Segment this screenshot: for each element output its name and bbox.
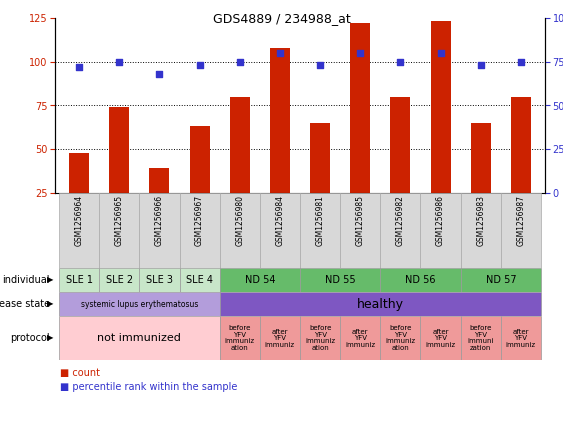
Text: after
YFV
immuniz: after YFV immuniz (345, 329, 376, 348)
Point (235, 58, 244, 65)
Bar (220, 193, 260, 268)
Text: protocol: protocol (10, 333, 50, 343)
Bar (340, 193, 381, 268)
Point (275, 49, 284, 56)
Text: GSM1256981: GSM1256981 (316, 195, 325, 246)
Bar (59, 268, 99, 292)
Point (476, 62, 485, 69)
Text: GSM1256982: GSM1256982 (396, 195, 405, 246)
Bar (59, 316, 220, 360)
Text: SLE 1: SLE 1 (66, 275, 92, 285)
Text: ▶: ▶ (47, 275, 53, 285)
Text: before
YFV
immuniz
ation: before YFV immuniz ation (225, 325, 255, 351)
Bar (421, 193, 461, 268)
Text: not immunized: not immunized (97, 333, 181, 343)
Text: GSM1256967: GSM1256967 (195, 195, 204, 246)
Bar (260, 193, 300, 268)
Bar (431, 22, 450, 237)
Bar (69, 153, 89, 237)
Bar (220, 316, 260, 360)
Text: before
YFV
immuniz
ation: before YFV immuniz ation (385, 325, 415, 351)
Text: ▶: ▶ (47, 299, 53, 308)
Point (396, 58, 405, 65)
Bar (109, 107, 129, 237)
Bar (300, 268, 381, 292)
Text: GSM1256985: GSM1256985 (356, 195, 365, 246)
Text: before
YFV
immuni
zation: before YFV immuni zation (467, 325, 494, 351)
Text: GDS4889 / 234988_at: GDS4889 / 234988_at (213, 12, 350, 25)
Bar (220, 292, 541, 316)
Bar (220, 268, 300, 292)
Bar (310, 123, 330, 237)
Bar (300, 193, 340, 268)
Bar (190, 126, 209, 237)
Bar (300, 316, 340, 360)
Text: GSM1256987: GSM1256987 (516, 195, 525, 246)
Bar (390, 97, 410, 237)
Text: ■ percentile rank within the sample: ■ percentile rank within the sample (60, 382, 238, 392)
Bar (149, 168, 169, 237)
Text: SLE 4: SLE 4 (186, 275, 213, 285)
Bar (99, 268, 140, 292)
Text: SLE 3: SLE 3 (146, 275, 173, 285)
Bar (511, 97, 531, 237)
Bar (381, 193, 421, 268)
Bar (180, 268, 220, 292)
Point (74, 63, 83, 70)
Bar (381, 268, 461, 292)
Bar (99, 193, 140, 268)
Bar (140, 268, 180, 292)
Text: after
YFV
immuniz: after YFV immuniz (265, 329, 295, 348)
Bar (350, 23, 370, 237)
Text: ▶: ▶ (47, 333, 53, 343)
Bar (461, 193, 501, 268)
Bar (59, 193, 99, 268)
Bar (461, 268, 541, 292)
Text: before
YFV
immuniz
ation: before YFV immuniz ation (305, 325, 335, 351)
Text: ND 56: ND 56 (405, 275, 436, 285)
Text: GSM1256980: GSM1256980 (235, 195, 244, 246)
Bar (180, 193, 220, 268)
Point (316, 62, 325, 69)
Text: systemic lupus erythematosus: systemic lupus erythematosus (81, 299, 198, 308)
Point (195, 62, 204, 69)
Text: individual: individual (2, 275, 50, 285)
Bar (340, 316, 381, 360)
Text: GSM1256983: GSM1256983 (476, 195, 485, 246)
Text: GSM1256984: GSM1256984 (275, 195, 284, 246)
Bar (140, 193, 180, 268)
Text: SLE 2: SLE 2 (106, 275, 133, 285)
Point (516, 58, 525, 65)
Bar (59, 292, 220, 316)
Bar (260, 316, 300, 360)
Text: after
YFV
immuniz: after YFV immuniz (506, 329, 536, 348)
Point (155, 71, 164, 77)
Text: ND 54: ND 54 (244, 275, 275, 285)
Text: GSM1256986: GSM1256986 (436, 195, 445, 246)
Text: GSM1256966: GSM1256966 (155, 195, 164, 246)
Text: after
YFV
immuniz: after YFV immuniz (426, 329, 455, 348)
Text: ■ count: ■ count (60, 368, 100, 378)
Bar (461, 316, 501, 360)
Text: ND 57: ND 57 (485, 275, 516, 285)
Point (436, 49, 445, 56)
Bar (270, 48, 290, 237)
Text: disease state: disease state (0, 299, 50, 309)
Bar (421, 316, 461, 360)
Point (115, 58, 124, 65)
Point (356, 49, 365, 56)
Text: GSM1256964: GSM1256964 (75, 195, 83, 246)
Bar (501, 316, 541, 360)
Text: GSM1256965: GSM1256965 (115, 195, 124, 246)
Text: ND 55: ND 55 (325, 275, 355, 285)
Text: healthy: healthy (357, 297, 404, 310)
Bar (230, 97, 250, 237)
Bar (381, 316, 421, 360)
Bar (471, 123, 491, 237)
Bar (501, 193, 541, 268)
